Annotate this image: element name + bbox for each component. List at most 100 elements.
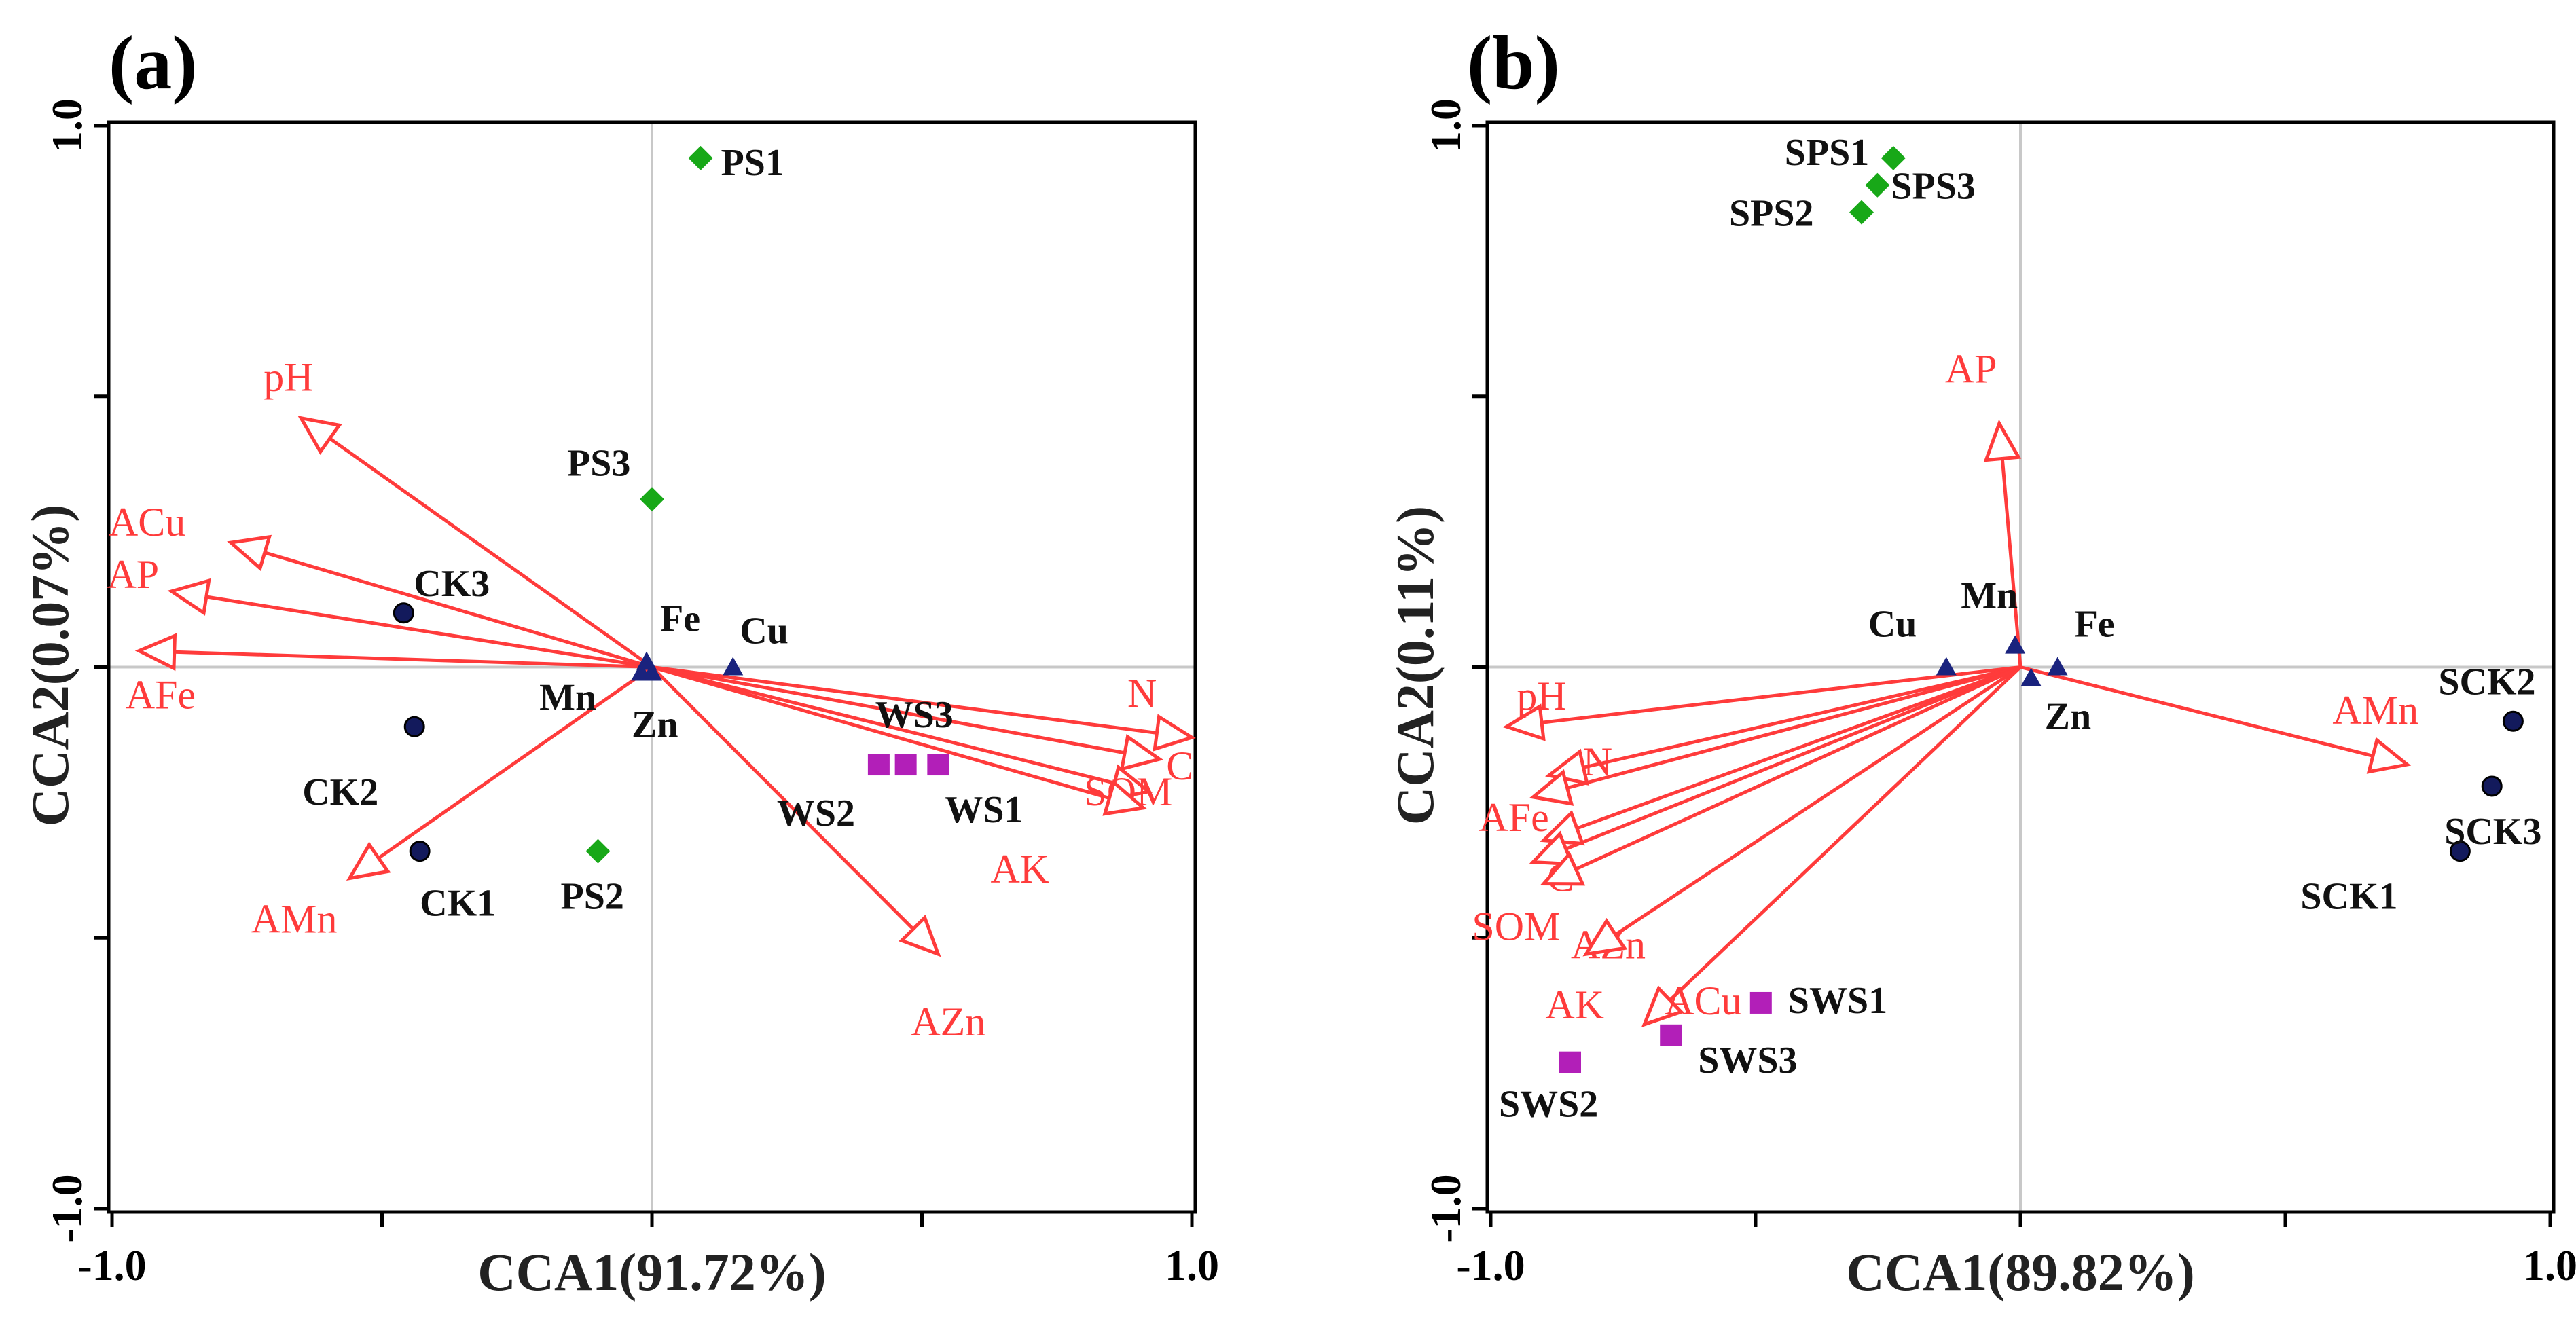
point-ck3 bbox=[393, 602, 414, 624]
vector-line-c bbox=[651, 665, 1125, 755]
point-cu bbox=[723, 657, 744, 676]
vector-label-azn: AZn bbox=[911, 999, 985, 1044]
point-zn bbox=[2020, 667, 2042, 686]
y-axis-label: CCA2(0.11%) bbox=[1385, 506, 1445, 825]
vector-label-ph: pH bbox=[264, 355, 313, 400]
vector-label-ak: AK bbox=[990, 847, 1049, 891]
vector-line-ph bbox=[1541, 665, 2021, 724]
x-axis-label: CCA1(91.72%) bbox=[477, 1243, 826, 1302]
vector-line-afe bbox=[174, 650, 653, 669]
vector-line-c bbox=[1576, 665, 2021, 830]
panel-b: -1.0 1.0-1.01.0(b)CCA1(89.82%)CCA2(0.11%)… bbox=[1385, 21, 2576, 1302]
x-tick-label: -1.0 bbox=[1456, 1241, 1525, 1289]
vector-label-amn: AMn bbox=[2332, 688, 2418, 733]
vector-label-c: C bbox=[1166, 743, 1193, 788]
point-label-ck1: CK1 bbox=[420, 883, 496, 925]
point-label-mn: Mn bbox=[1961, 575, 2018, 617]
vector-label-ap: AP bbox=[107, 552, 159, 597]
vector-line-amn bbox=[2020, 665, 2374, 758]
vector-arrowhead-ap bbox=[1983, 419, 2022, 462]
vector-line-ak bbox=[651, 665, 1110, 800]
y-tick-label: 1.0 bbox=[1421, 98, 1470, 153]
vector-line-afe bbox=[1566, 665, 2021, 790]
vector-line-acu bbox=[264, 551, 653, 669]
panel-a: -1.0 1.0 -1.0 1.0 (a) CCA1(91.72%) CCA2(0.07%)… bbox=[20, 21, 1219, 1302]
vector-arrowhead-som bbox=[1529, 830, 1575, 866]
point-sck3 bbox=[2481, 775, 2503, 797]
vector-line-som bbox=[1565, 665, 2021, 851]
point-ws2 bbox=[867, 754, 890, 776]
point-label-ps3: PS3 bbox=[567, 442, 630, 484]
point-label-sws3: SWS3 bbox=[1698, 1040, 1797, 1082]
panel-label: (b) bbox=[1467, 21, 1560, 105]
point-zn bbox=[642, 662, 662, 681]
point-label-sws2: SWS2 bbox=[1499, 1084, 1598, 1126]
point-label-sck2: SCK2 bbox=[2438, 661, 2535, 703]
vector-line-acu bbox=[1669, 665, 2022, 1001]
point-ps1 bbox=[688, 145, 713, 170]
point-label-sps1: SPS1 bbox=[1785, 132, 1870, 174]
point-label-cu: Cu bbox=[1868, 604, 1917, 646]
vector-arrowhead-ak bbox=[1102, 779, 1148, 816]
point-sck1 bbox=[2449, 841, 2471, 862]
vector-line-azn bbox=[1575, 665, 2022, 871]
x-tick-label: -1.0 bbox=[77, 1241, 146, 1289]
vector-arrowhead-n bbox=[1153, 714, 1196, 752]
point-sps1 bbox=[1881, 145, 1906, 170]
y-tick-label: 1.0 bbox=[43, 98, 91, 153]
point-label-sws1: SWS1 bbox=[1788, 980, 1887, 1022]
vector-line-ak bbox=[1614, 665, 2022, 936]
vector-arrowhead-azn bbox=[899, 914, 941, 957]
point-sws3 bbox=[1660, 1024, 1682, 1046]
vector-line-som bbox=[651, 665, 1115, 785]
point-sps2 bbox=[1849, 200, 1874, 225]
vector-label-ak: AK bbox=[1545, 982, 1604, 1027]
point-label-ws3: WS3 bbox=[875, 694, 954, 736]
point-label-fe: Fe bbox=[2075, 604, 2115, 646]
vector-line-n bbox=[651, 665, 1157, 735]
vector-arrowhead-amn bbox=[346, 841, 391, 881]
vector-arrowhead-acu bbox=[1641, 985, 1684, 1027]
point-label-fe: Fe bbox=[660, 598, 700, 640]
point-label-sps3: SPS3 bbox=[1891, 166, 1976, 208]
point-label-sck1: SCK1 bbox=[2300, 876, 2397, 918]
point-mn bbox=[2005, 635, 2026, 654]
point-ps2 bbox=[585, 839, 611, 864]
point-ws1 bbox=[927, 754, 949, 776]
y-tick-label: -1.0 bbox=[43, 1174, 91, 1243]
point-sps3 bbox=[1865, 172, 1890, 198]
point-label-ps2: PS2 bbox=[561, 876, 624, 918]
vector-label-ph: pH bbox=[1517, 674, 1566, 718]
point-label-zn: Zn bbox=[2045, 695, 2092, 737]
point-fe bbox=[2047, 657, 2068, 676]
vector-arrowhead-ak bbox=[1582, 917, 1628, 957]
point-label-cu: Cu bbox=[740, 610, 788, 652]
point-sws2 bbox=[1559, 1051, 1581, 1073]
vector-arrowhead-amn bbox=[2366, 737, 2412, 774]
point-label-ws1: WS1 bbox=[945, 789, 1023, 831]
point-label-sck3: SCK3 bbox=[2444, 811, 2541, 853]
vector-arrowhead-acu bbox=[227, 534, 272, 572]
panel-label: (a) bbox=[109, 21, 198, 105]
vector-arrowhead-ap bbox=[167, 578, 211, 616]
vector-line-ap bbox=[2000, 458, 2022, 667]
point-cu bbox=[1936, 657, 1957, 676]
vector-line-ap bbox=[206, 595, 653, 669]
point-label-ck3: CK3 bbox=[414, 563, 490, 605]
vector-label-acu: ACu bbox=[1665, 978, 1741, 1023]
vector-label-amn: AMn bbox=[251, 897, 338, 942]
point-ws3 bbox=[894, 754, 917, 776]
x-tick-label: 1.0 bbox=[1165, 1241, 1219, 1289]
vector-arrowhead-ph bbox=[297, 416, 342, 455]
y-tick-label: -1.0 bbox=[1421, 1174, 1470, 1243]
point-label-mn: Mn bbox=[539, 676, 596, 718]
point-label-ws2: WS2 bbox=[777, 792, 855, 834]
x-axis-label: CCA1(89.82%) bbox=[1846, 1243, 2194, 1302]
point-sck2 bbox=[2502, 710, 2524, 732]
vector-label-som: SOM bbox=[1472, 904, 1560, 949]
vector-label-n: N bbox=[1127, 671, 1157, 716]
y-axis-label: CCA2(0.07%) bbox=[20, 504, 79, 826]
point-label-zn: Zn bbox=[632, 703, 678, 746]
